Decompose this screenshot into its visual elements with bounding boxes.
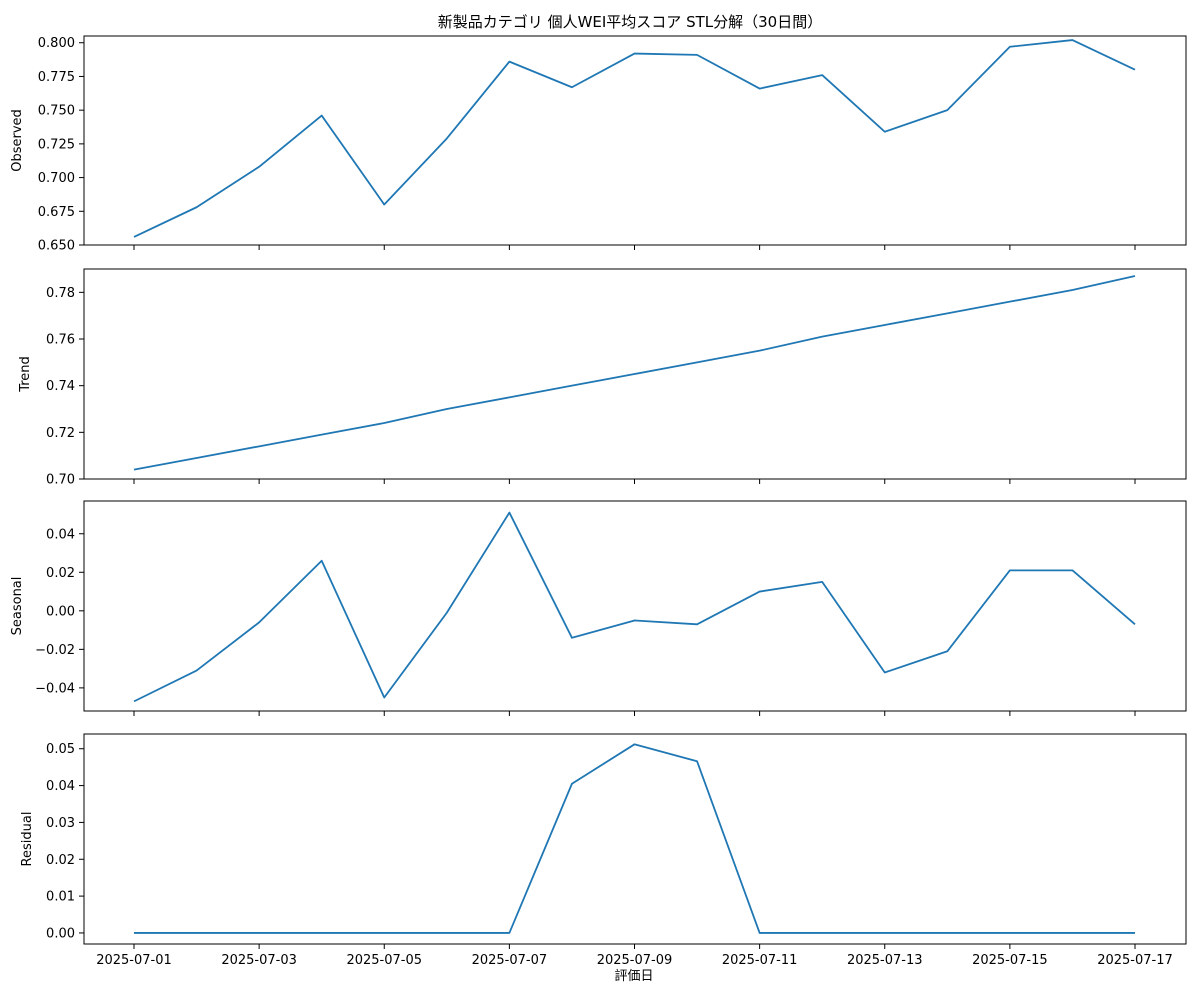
y-tick-label: 0.700 <box>38 171 75 186</box>
y-tick-label: 0.76 <box>46 333 75 348</box>
y-axis-label: Observed <box>10 109 25 172</box>
y-tick-label: 0.03 <box>46 816 75 831</box>
x-tick-label: 2025-07-01 <box>96 953 172 968</box>
y-tick-label: −0.02 <box>35 643 75 658</box>
panel-residual: 0.00 0.01 0.02 0.03 0.04 0.05 Residual <box>20 733 1187 949</box>
x-tick-label: 2025-07-05 <box>346 953 422 968</box>
panel-trend: 0.70 0.72 0.74 0.76 0.78 Trend <box>18 268 1187 488</box>
panels-layer: 0.650 0.675 0.700 0.725 0.750 0.775 0.800 Obser… <box>10 35 1187 968</box>
y-tick-label: 0.01 <box>46 890 75 905</box>
y-tick-label: 0.72 <box>46 426 75 441</box>
x-tick-label: 2025-07-17 <box>1097 953 1173 968</box>
panel-frame <box>83 35 1187 246</box>
y-tick-label: 0.00 <box>46 604 75 619</box>
series-line-observed <box>133 39 1136 238</box>
y-tick-label: 0.05 <box>46 742 75 757</box>
y-tick-label: 0.04 <box>46 779 75 794</box>
y-tick-label: 0.750 <box>38 104 75 119</box>
series-line-residual <box>134 743 1135 934</box>
x-axis-label: 評価日 <box>614 969 653 984</box>
x-tick-label: 2025-07-07 <box>472 953 548 968</box>
x-tick-label: 2025-07-03 <box>221 953 297 968</box>
chart-title: 新製品カテゴリ 個人WEI平均スコア STL分解（30日間） <box>438 13 822 31</box>
panel-frame <box>83 500 1187 712</box>
y-tick-label: 0.04 <box>46 527 75 542</box>
y-axis-label: Seasonal <box>10 577 25 636</box>
series-line-seasonal <box>133 511 1136 703</box>
y-tick-label: 0.02 <box>46 566 75 581</box>
y-tick-label: 0.02 <box>46 853 75 868</box>
y-tick-label: −0.04 <box>35 681 75 696</box>
y-tick-label: 0.725 <box>38 137 75 152</box>
y-axis-label: Residual <box>20 812 35 867</box>
y-tick-label: 0.675 <box>38 205 75 220</box>
series-line-trend <box>133 275 1136 471</box>
y-tick-label: 0.650 <box>38 239 75 254</box>
y-tick-label: 0.78 <box>46 286 75 301</box>
y-tick-label: 0.74 <box>46 379 75 394</box>
x-tick-label: 2025-07-09 <box>597 953 673 968</box>
x-tick-label: 2025-07-11 <box>722 953 798 968</box>
y-axis-label: Trend <box>18 356 33 393</box>
x-tick-label: 2025-07-13 <box>847 953 923 968</box>
y-tick-label: 0.70 <box>46 473 75 488</box>
panel-frame <box>83 733 1187 945</box>
y-tick-label: 0.800 <box>38 36 75 51</box>
panel-seasonal: −0.04 −0.02 0.00 0.02 0.04 Seasonal <box>10 500 1187 716</box>
y-tick-label: 0.00 <box>46 926 75 941</box>
y-tick-label: 0.775 <box>38 70 75 85</box>
panel-observed: 0.650 0.675 0.700 0.725 0.750 0.775 0.800 Obser… <box>10 35 1187 254</box>
x-tick-label: 2025-07-15 <box>972 953 1048 968</box>
